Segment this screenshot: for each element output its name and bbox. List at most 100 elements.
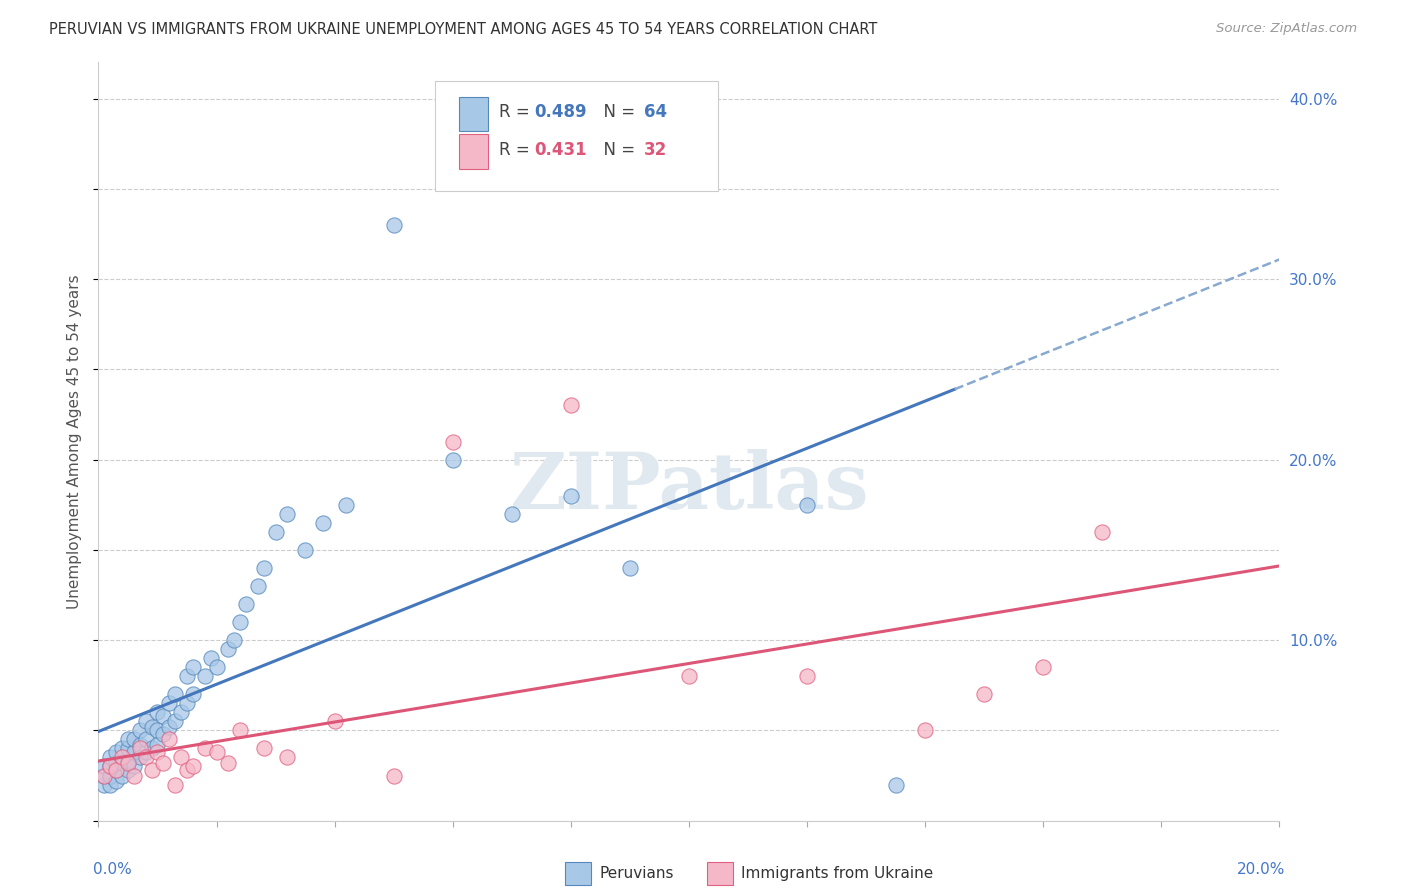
Point	[111, 768, 134, 782]
Text: N =: N =	[593, 141, 641, 159]
Point	[135, 750, 157, 764]
Text: R =: R =	[499, 141, 534, 159]
FancyBboxPatch shape	[458, 96, 488, 130]
Point	[93, 768, 115, 782]
Point	[619, 561, 641, 575]
Point	[165, 778, 187, 792]
Point	[111, 756, 134, 770]
Point	[141, 763, 163, 777]
Point	[170, 706, 193, 720]
Point	[141, 741, 163, 756]
Point	[560, 399, 582, 413]
Point	[229, 615, 252, 629]
Point	[157, 696, 180, 710]
Point	[217, 642, 239, 657]
Point	[135, 745, 157, 759]
Point	[157, 720, 180, 734]
Point	[152, 709, 174, 723]
Point	[264, 524, 287, 539]
Point	[117, 732, 139, 747]
Point	[253, 561, 276, 575]
Text: Peruvians: Peruvians	[599, 866, 673, 881]
Point	[98, 759, 121, 773]
Point	[176, 763, 198, 777]
FancyBboxPatch shape	[434, 81, 718, 191]
Point	[157, 732, 180, 747]
Point	[181, 687, 204, 701]
Point	[146, 745, 169, 759]
Point	[170, 750, 193, 764]
Point	[122, 768, 145, 782]
Point	[117, 756, 139, 770]
Point	[914, 723, 936, 738]
FancyBboxPatch shape	[458, 135, 488, 169]
Point	[181, 759, 204, 773]
Point	[128, 738, 150, 752]
Point	[276, 750, 298, 764]
Point	[93, 759, 115, 773]
Point	[382, 768, 405, 782]
Point	[194, 741, 217, 756]
Point	[93, 768, 115, 782]
Point	[146, 706, 169, 720]
Text: R =: R =	[499, 103, 534, 120]
Point	[128, 723, 150, 738]
Point	[276, 507, 298, 521]
Point	[441, 452, 464, 467]
Point	[122, 732, 145, 747]
Point	[105, 773, 128, 788]
Y-axis label: Unemployment Among Ages 45 to 54 years: Unemployment Among Ages 45 to 54 years	[67, 274, 83, 609]
Point	[217, 756, 239, 770]
Point	[98, 759, 121, 773]
Point	[117, 741, 139, 756]
Text: 0.489: 0.489	[534, 103, 586, 120]
Point	[105, 763, 128, 777]
Point	[122, 745, 145, 759]
Point	[560, 489, 582, 503]
Point	[98, 768, 121, 782]
Point	[117, 763, 139, 777]
Point	[152, 727, 174, 741]
Point	[194, 669, 217, 683]
Point	[122, 759, 145, 773]
Point	[973, 687, 995, 701]
Point	[441, 434, 464, 449]
Point	[294, 542, 316, 557]
Point	[135, 714, 157, 729]
Point	[181, 660, 204, 674]
Point	[128, 741, 150, 756]
Text: 64: 64	[644, 103, 668, 120]
Text: Source: ZipAtlas.com: Source: ZipAtlas.com	[1216, 22, 1357, 36]
Point	[205, 745, 228, 759]
Text: 0.431: 0.431	[534, 141, 586, 159]
Point	[93, 778, 115, 792]
FancyBboxPatch shape	[565, 863, 591, 885]
Point	[128, 750, 150, 764]
Point	[224, 633, 246, 648]
Point	[678, 669, 700, 683]
Point	[105, 763, 128, 777]
Point	[205, 660, 228, 674]
Text: 0.0%: 0.0%	[93, 863, 131, 878]
Point	[796, 498, 818, 512]
Point	[884, 778, 907, 792]
Point	[117, 754, 139, 768]
Point	[312, 516, 335, 530]
FancyBboxPatch shape	[707, 863, 733, 885]
Point	[235, 597, 257, 611]
Point	[323, 714, 346, 729]
Point	[176, 696, 198, 710]
Point	[98, 750, 121, 764]
Text: Immigrants from Ukraine: Immigrants from Ukraine	[741, 866, 934, 881]
Point	[176, 669, 198, 683]
Point	[165, 714, 187, 729]
Point	[98, 778, 121, 792]
Point	[146, 723, 169, 738]
Point	[796, 669, 818, 683]
Point	[152, 756, 174, 770]
Text: ZIPatlas: ZIPatlas	[509, 449, 869, 525]
Point	[335, 498, 357, 512]
Text: N =: N =	[593, 103, 641, 120]
Point	[1032, 660, 1054, 674]
Point	[200, 651, 222, 665]
